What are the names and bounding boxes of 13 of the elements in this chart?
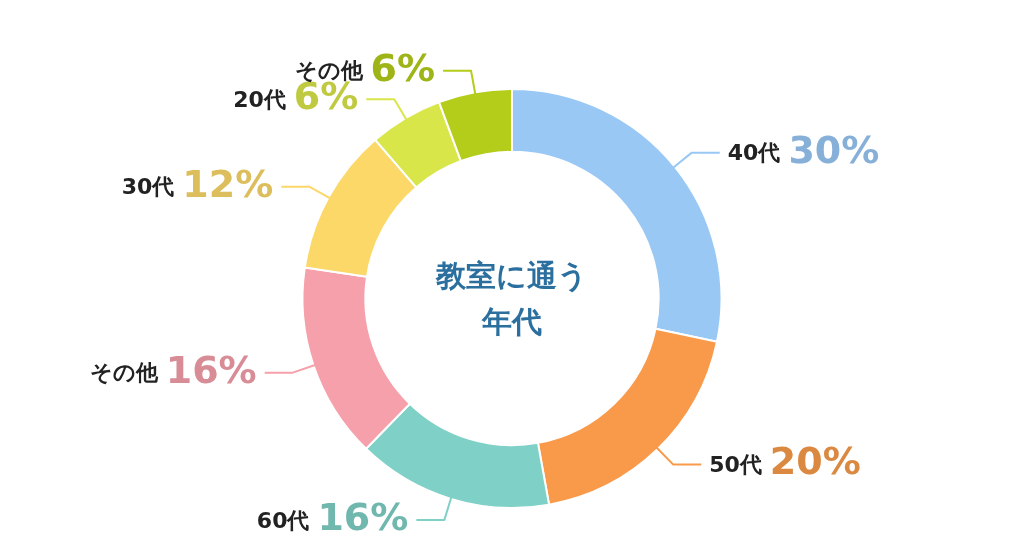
data-label: 6% xyxy=(370,45,436,90)
slice-label: 30代 xyxy=(121,174,175,200)
data-label: 30% xyxy=(788,127,880,172)
text: 教室に通う年代 xyxy=(434,257,589,341)
slice-label: 60代 xyxy=(256,507,310,533)
data-label: 20% xyxy=(769,439,861,484)
data-label: 16% xyxy=(165,347,257,392)
slice-label: その他 xyxy=(89,360,159,386)
slice-label: 50代 xyxy=(709,452,762,478)
data-label: 12% xyxy=(182,161,274,206)
slice-label: 20代 xyxy=(233,86,286,112)
slice-label: 40代 xyxy=(727,140,781,166)
data-label: 16% xyxy=(317,494,409,539)
